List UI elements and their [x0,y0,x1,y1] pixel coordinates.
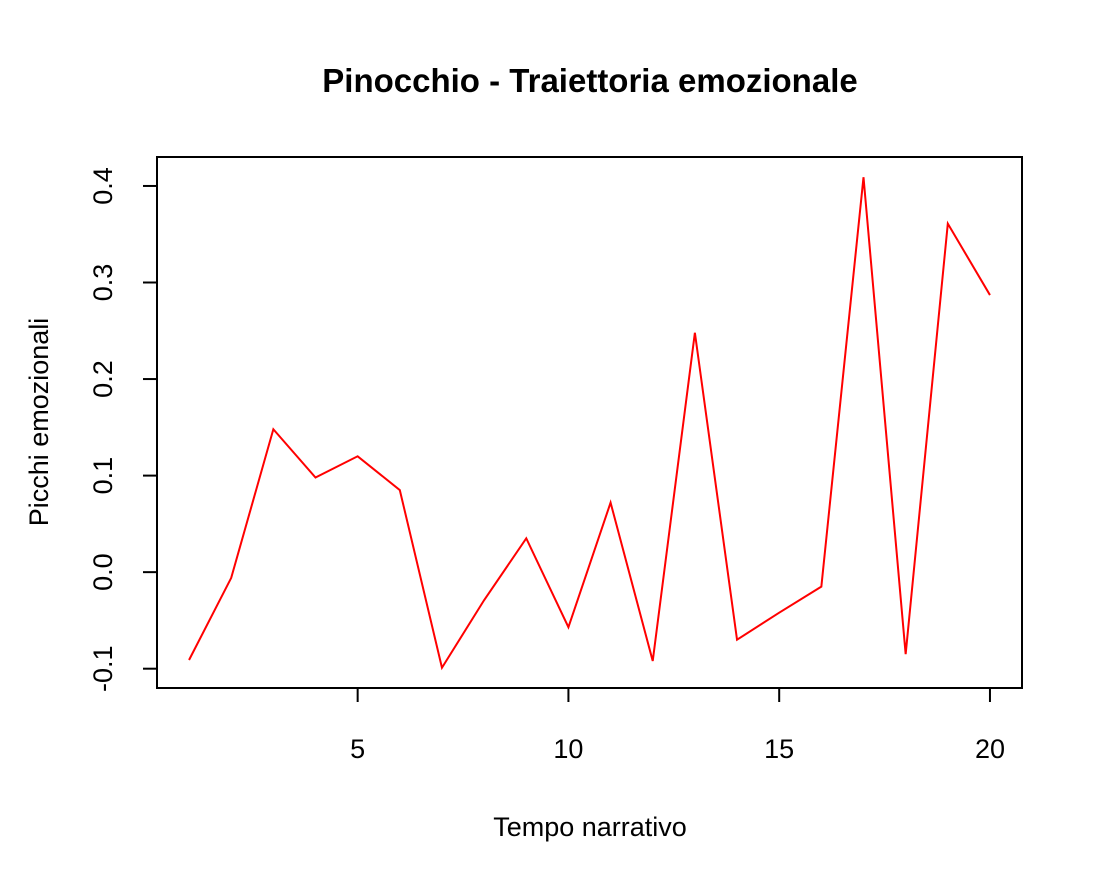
x-tick-label: 15 [764,734,794,764]
y-tick-label: 0.4 [88,167,118,205]
y-tick-label: 0.0 [88,553,118,591]
y-tick-label: 0.3 [88,264,118,302]
x-tick-label: 5 [350,734,365,764]
y-tick-label: 0.1 [88,457,118,495]
plot-box [156,156,1023,689]
x-tick-label: 10 [553,734,583,764]
line-series [188,177,991,671]
y-tick-label: 0.2 [88,360,118,398]
x-tick-label: 20 [975,734,1005,764]
y-tick-label: -0.1 [88,645,118,692]
x-axis-label: Tempo narrativo [493,812,687,842]
y-axis-label: Picchi emozionali [24,318,54,527]
chart-title: Pinocchio - Traiettoria emozionale [322,62,857,99]
